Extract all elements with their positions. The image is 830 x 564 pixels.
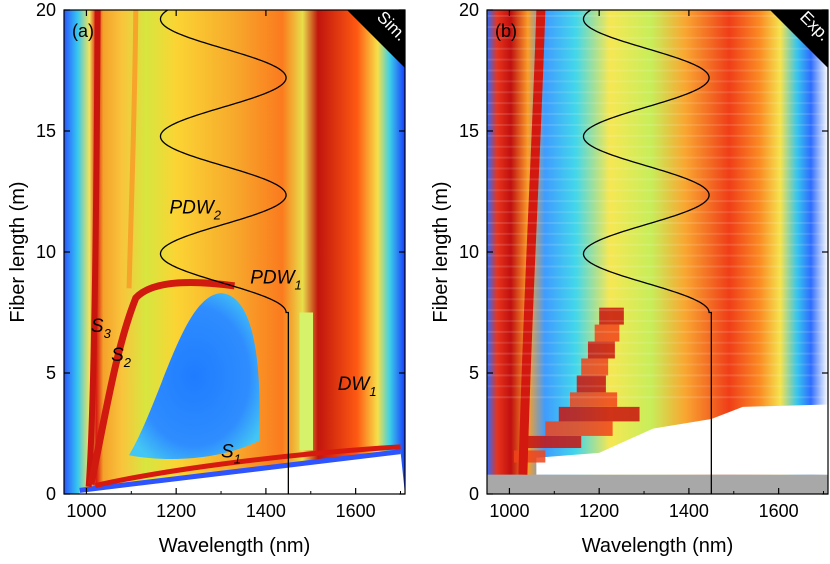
y-tick-label: 20 bbox=[36, 0, 56, 20]
y-tick-label: 10 bbox=[36, 242, 56, 262]
annotation-subscript: 2 bbox=[123, 355, 132, 370]
y-tick-label: 5 bbox=[469, 363, 479, 383]
panel-b: Exp.(b)1000 1200 1400 160005101520Wavelengt… bbox=[430, 0, 830, 557]
blue-lobe bbox=[129, 293, 260, 460]
panel-label: (b) bbox=[495, 21, 517, 41]
y-tick-label: 5 bbox=[46, 363, 56, 383]
soliton-step bbox=[570, 392, 618, 407]
soliton-step bbox=[594, 324, 620, 342]
x-tick-label: 1400 bbox=[246, 501, 286, 521]
x-tick-label: 1000 bbox=[66, 501, 106, 521]
annotation-subscript: 1 bbox=[295, 277, 302, 292]
gray-floor bbox=[487, 474, 828, 494]
plot-area bbox=[487, 10, 828, 494]
soliton-step bbox=[581, 358, 609, 376]
y-axis-label: Fiber length (m) bbox=[430, 181, 452, 322]
x-tick-label: 1200 bbox=[579, 501, 619, 521]
onset-edge bbox=[79, 449, 401, 493]
corner-triangle bbox=[770, 10, 828, 68]
soliton-step bbox=[545, 421, 613, 436]
corner-triangle bbox=[347, 10, 405, 68]
soliton-step bbox=[599, 307, 624, 325]
overlay-curve bbox=[159, 10, 289, 494]
overlay-curve bbox=[582, 10, 712, 494]
x-tick-label: 1200 bbox=[156, 501, 196, 521]
panel-label: (a) bbox=[72, 21, 94, 41]
y-tick-label: 15 bbox=[36, 121, 56, 141]
annotation-subscript: 1 bbox=[234, 452, 241, 467]
y-tick-label: 10 bbox=[459, 242, 479, 262]
y-tick-label: 0 bbox=[469, 484, 479, 504]
soliton-s3-trace bbox=[85, 10, 101, 487]
plot-area bbox=[64, 10, 405, 494]
soliton-step bbox=[587, 341, 615, 359]
x-axis-label: Wavelength (nm) bbox=[159, 535, 311, 557]
annotation-subscript: 1 bbox=[369, 384, 376, 399]
annotation-label: PDW1 bbox=[250, 267, 302, 292]
soliton-step bbox=[576, 375, 606, 393]
annotation-subscript: 3 bbox=[104, 326, 112, 341]
x-tick-label: 1000 bbox=[489, 501, 529, 521]
y-tick-label: 20 bbox=[459, 0, 479, 20]
soliton-step bbox=[558, 406, 640, 422]
y-axis-label: Fiber length (m) bbox=[7, 181, 29, 322]
residual-trace bbox=[518, 10, 546, 475]
x-tick-label: 1400 bbox=[669, 501, 709, 521]
soliton-s2-trace bbox=[87, 278, 235, 486]
y-tick-label: 0 bbox=[46, 484, 56, 504]
annotation-label: PDW2 bbox=[169, 197, 221, 222]
pdw1-band bbox=[299, 312, 314, 451]
soliton-step bbox=[527, 435, 582, 449]
y-tick-label: 15 bbox=[459, 121, 479, 141]
x-tick-label: 1600 bbox=[759, 501, 799, 521]
x-tick-label: 1600 bbox=[336, 501, 376, 521]
annotation-subscript: 2 bbox=[213, 207, 222, 222]
empty-region bbox=[536, 404, 828, 475]
x-axis-label: Wavelength (nm) bbox=[582, 535, 734, 557]
soliton-s1-trace bbox=[94, 444, 401, 488]
soliton-branch bbox=[126, 10, 139, 289]
soliton-step bbox=[513, 450, 546, 463]
